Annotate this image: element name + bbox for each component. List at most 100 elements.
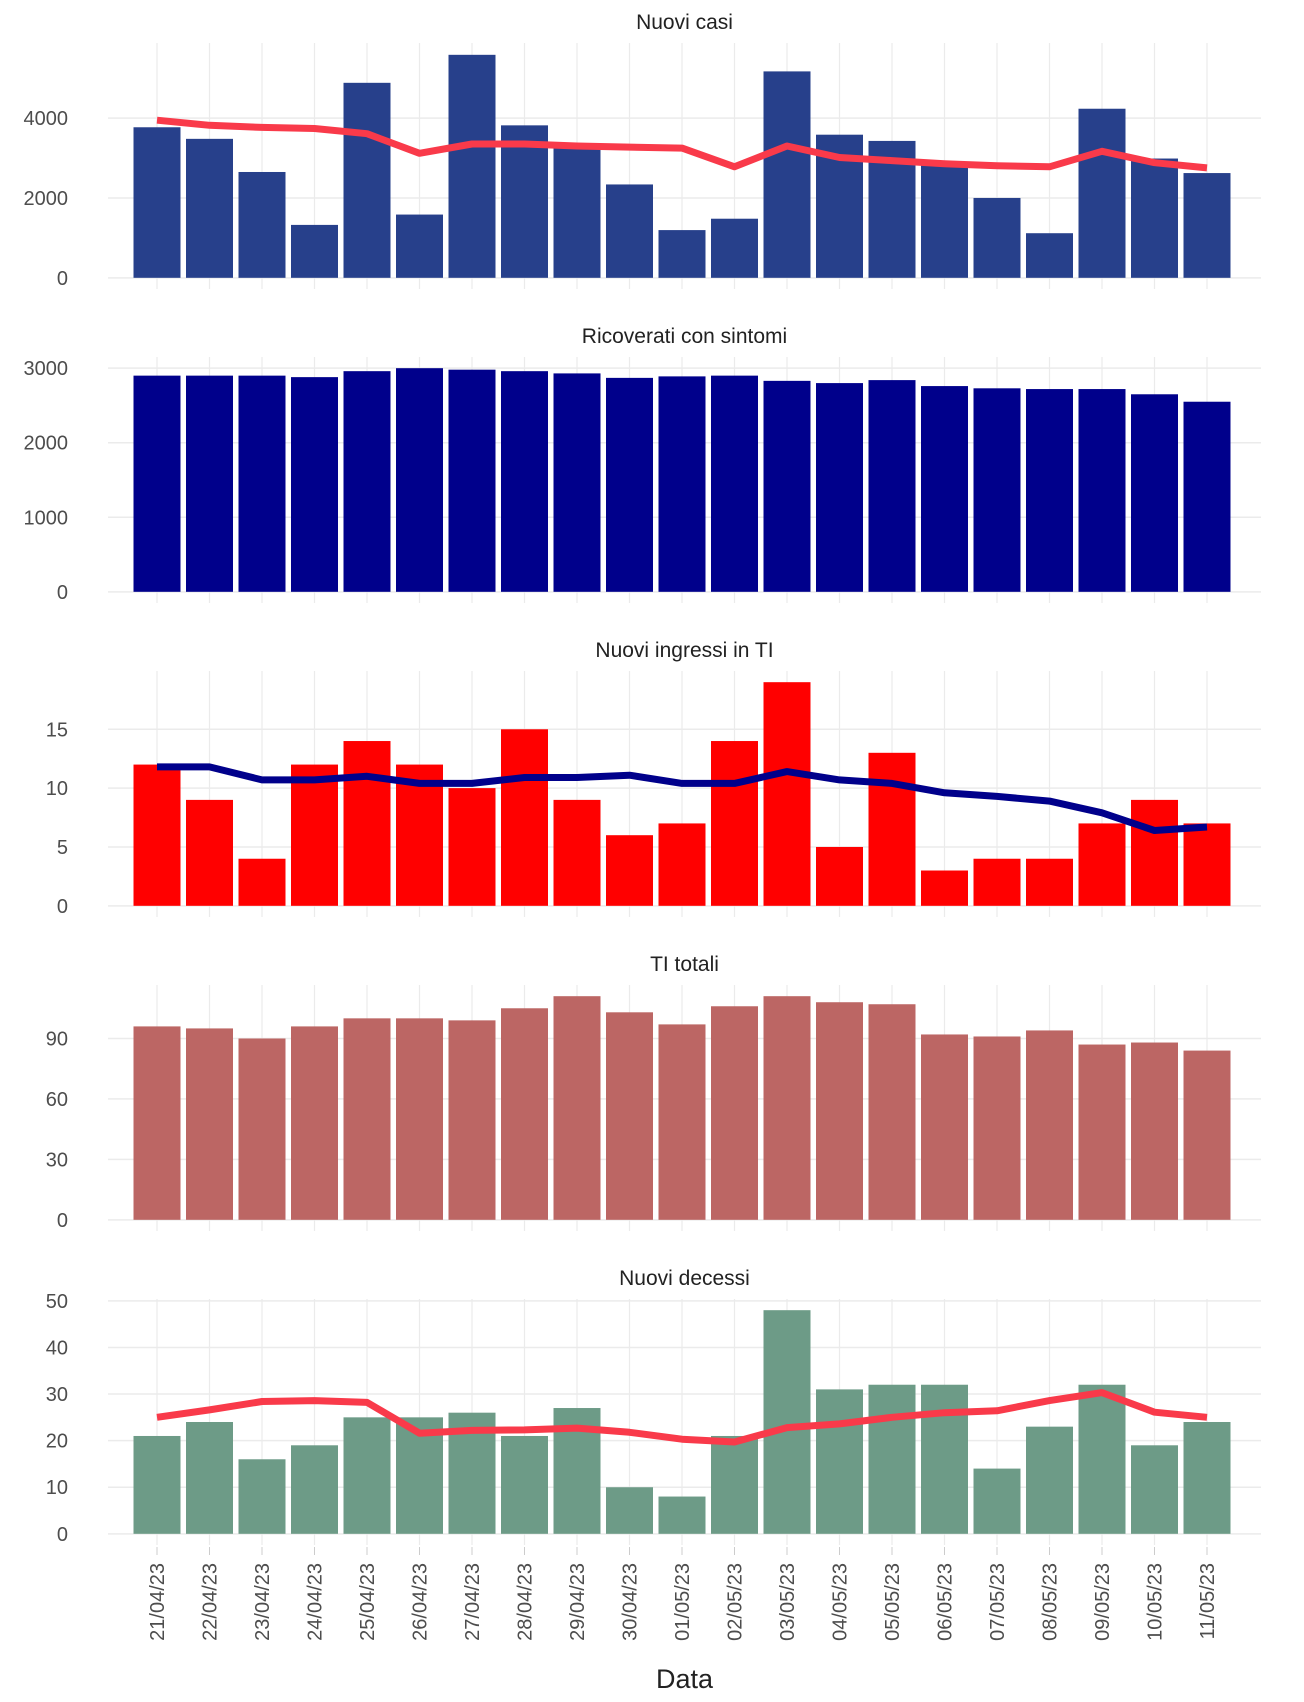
panel-title: Nuovi decessi <box>619 1267 750 1290</box>
bar <box>1078 108 1126 278</box>
x-tick-label: 04/05/23 <box>830 1563 852 1641</box>
bar <box>501 371 548 592</box>
bar <box>921 1034 968 1220</box>
x-tick-label: 25/04/23 <box>357 1563 379 1641</box>
trend-line <box>157 763 1208 834</box>
bar <box>816 1002 863 1220</box>
bar <box>606 835 653 906</box>
bar <box>658 376 706 592</box>
bar <box>343 1417 391 1534</box>
y-tick-label: 0 <box>57 1524 68 1546</box>
bar <box>1026 1030 1073 1220</box>
bar <box>501 1008 548 1220</box>
bar <box>501 729 548 906</box>
bar <box>711 1006 758 1220</box>
x-tick-label: 11/05/23 <box>1197 1563 1219 1639</box>
bar <box>868 1004 916 1220</box>
bar <box>448 369 496 592</box>
bar <box>868 1384 916 1534</box>
bar <box>1078 389 1126 592</box>
x-axis-label: Data <box>656 1664 714 1694</box>
bar <box>1131 799 1178 906</box>
bar <box>1131 1445 1178 1534</box>
bar <box>921 386 968 592</box>
panel-title: TI totali <box>650 953 719 976</box>
bar <box>711 1435 758 1534</box>
bar <box>711 375 758 592</box>
panel-title: Nuovi casi <box>636 11 733 34</box>
bar <box>553 373 601 592</box>
x-tick-label: 09/05/23 <box>1092 1563 1114 1641</box>
bar <box>1131 394 1178 592</box>
y-tick-label: 1000 <box>24 507 69 529</box>
panel-title: Ricoverati con sintomi <box>582 325 787 348</box>
bar <box>553 146 601 278</box>
bar <box>658 1024 706 1220</box>
bar <box>1183 823 1231 906</box>
trend-line <box>156 116 1208 172</box>
x-tick-label: 29/04/23 <box>567 1563 589 1641</box>
bar <box>501 1435 548 1534</box>
bar <box>763 682 811 906</box>
bar <box>133 375 181 592</box>
bar <box>291 224 338 278</box>
bar <box>1131 158 1178 278</box>
bar <box>658 230 706 278</box>
bar <box>606 1012 653 1220</box>
x-tick-label: 06/05/23 <box>935 1563 957 1641</box>
bar <box>186 799 233 906</box>
bar <box>291 764 338 906</box>
bar <box>1026 389 1073 592</box>
bar <box>238 858 286 906</box>
bar <box>396 1018 443 1220</box>
bar <box>606 184 653 278</box>
bar <box>1026 1426 1073 1534</box>
x-tick-label: 23/04/23 <box>252 1563 274 1641</box>
x-tick-label: 10/05/23 <box>1145 1563 1167 1641</box>
x-tick-label: 01/05/23 <box>672 1563 694 1641</box>
x-tick-label: 08/05/23 <box>1040 1563 1062 1641</box>
bar <box>343 371 391 592</box>
y-tick-label: 3000 <box>24 358 69 380</box>
bar <box>291 1026 338 1220</box>
bar <box>396 214 443 278</box>
bar <box>658 823 706 906</box>
bar <box>186 375 233 592</box>
y-tick-label: 10 <box>46 778 68 800</box>
bar <box>396 1417 443 1534</box>
x-tick-label: 30/04/23 <box>620 1563 642 1641</box>
x-tick-label: 21/04/23 <box>147 1563 169 1641</box>
y-tick-label: 10 <box>46 1477 68 1499</box>
bar <box>448 788 496 906</box>
bar <box>133 1026 181 1220</box>
bar <box>763 1310 811 1534</box>
bar <box>763 380 811 592</box>
bar <box>343 1018 391 1220</box>
bar <box>711 218 758 278</box>
y-tick-label: 60 <box>46 1089 68 1111</box>
x-tick-label: 03/05/23 <box>777 1563 799 1641</box>
bar <box>1026 858 1073 906</box>
bar <box>448 1020 496 1220</box>
bar <box>553 996 601 1220</box>
bar <box>921 1384 968 1534</box>
y-tick-label: 0 <box>57 1210 68 1232</box>
bar <box>396 764 443 906</box>
panel-title: Nuovi ingressi in TI <box>595 639 773 662</box>
bar <box>133 1435 181 1534</box>
bar <box>186 1422 233 1534</box>
y-tick-label: 2000 <box>24 433 69 455</box>
x-tick-label: 07/05/23 <box>987 1563 1009 1641</box>
bar <box>343 741 391 906</box>
bar <box>606 1487 653 1534</box>
y-tick-label: 90 <box>46 1028 68 1050</box>
bar <box>1078 1044 1126 1220</box>
bar <box>1183 401 1231 592</box>
x-tick-label: 22/04/23 <box>200 1563 222 1641</box>
y-tick-label: 4000 <box>24 108 69 130</box>
y-tick-label: 0 <box>57 582 68 604</box>
y-tick-label: 15 <box>46 719 68 741</box>
y-tick-label: 0 <box>57 896 68 918</box>
